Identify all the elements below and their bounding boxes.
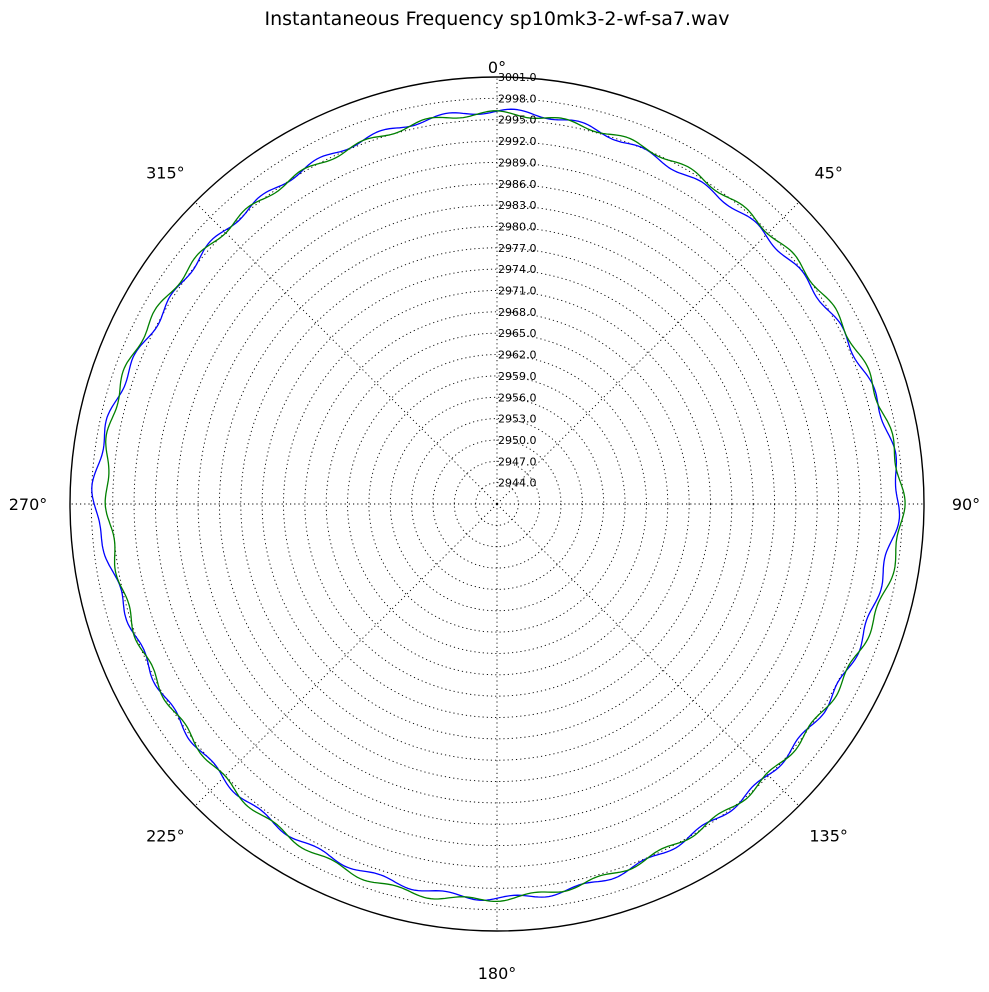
angle-tick-label-2: 90° — [952, 495, 980, 514]
grid-spoke-3 — [496, 503, 800, 807]
radial-tick-label-18: 2998.0 — [498, 92, 537, 105]
radial-tick-label-5: 2959.0 — [498, 370, 537, 383]
grid-ring-16 — [133, 140, 861, 868]
grid-spoke-1 — [496, 201, 800, 505]
radial-tick-label-12: 2980.0 — [498, 220, 537, 233]
radial-tick-label-16: 2992.0 — [498, 135, 537, 148]
radial-tick-label-9: 2971.0 — [498, 285, 537, 298]
angle-tick-label-6: 270° — [9, 495, 48, 514]
radial-tick-label-10: 2974.0 — [498, 263, 537, 276]
radial-tick-label-3: 2953.0 — [498, 413, 537, 426]
grid-ring-9 — [283, 290, 711, 718]
radial-tick-label-11: 2977.0 — [498, 242, 537, 255]
grid-ring-4 — [389, 396, 605, 612]
radial-tick-label-2: 2950.0 — [498, 434, 537, 447]
radial-tick-label-13: 2983.0 — [498, 199, 537, 212]
grid-ring-15 — [154, 161, 840, 847]
angle-tick-label-7: 315° — [146, 163, 185, 182]
grid-ring-5 — [368, 375, 626, 633]
grid-ring-8 — [304, 311, 690, 697]
radial-tick-labels: 2944.0 2947.0 2950.0 2953.0 2956.0 2959.0 2962… — [498, 71, 537, 490]
grid-ring-17 — [112, 119, 882, 889]
angle-tick-label-5: 225° — [146, 827, 185, 846]
radial-tick-label-17: 2995.0 — [498, 114, 537, 127]
grid-spoke-5 — [194, 503, 498, 807]
grid-ring-10 — [261, 268, 733, 740]
angle-tick-label-0: 0° — [488, 58, 506, 77]
radial-tick-label-14: 2986.0 — [498, 178, 537, 191]
grid-ring-18 — [90, 97, 904, 911]
polar-center — [495, 502, 499, 506]
radial-tick-label-19: 3001.0 — [498, 71, 537, 84]
radial-tick-label-7: 2965.0 — [498, 327, 537, 340]
series-line-0 — [91, 108, 901, 901]
series-layer — [91, 108, 906, 903]
grid-ring-3 — [411, 418, 583, 590]
chart-title: Instantaneous Frequency sp10mk3-2-wf-sa7… — [265, 8, 730, 30]
grid-ring-6 — [347, 354, 647, 654]
polar-frame — [69, 76, 925, 932]
radial-tick-label-0: 2944.0 — [498, 477, 537, 490]
series-line-1 — [104, 110, 906, 903]
angle-tick-label-4: 180° — [478, 964, 517, 983]
radial-tick-label-4: 2956.0 — [498, 391, 537, 404]
angle-tick-label-1: 45° — [814, 163, 842, 182]
radial-tick-label-6: 2962.0 — [498, 349, 537, 362]
angular-tick-labels: 0° 45° 90° 135° 180° 225° 270° 315° — [9, 58, 980, 983]
radial-tick-label-15: 2989.0 — [498, 156, 537, 169]
radial-tick-label-1: 2947.0 — [498, 455, 537, 468]
angle-tick-label-3: 135° — [809, 827, 848, 846]
radial-tick-label-8: 2968.0 — [498, 306, 537, 319]
